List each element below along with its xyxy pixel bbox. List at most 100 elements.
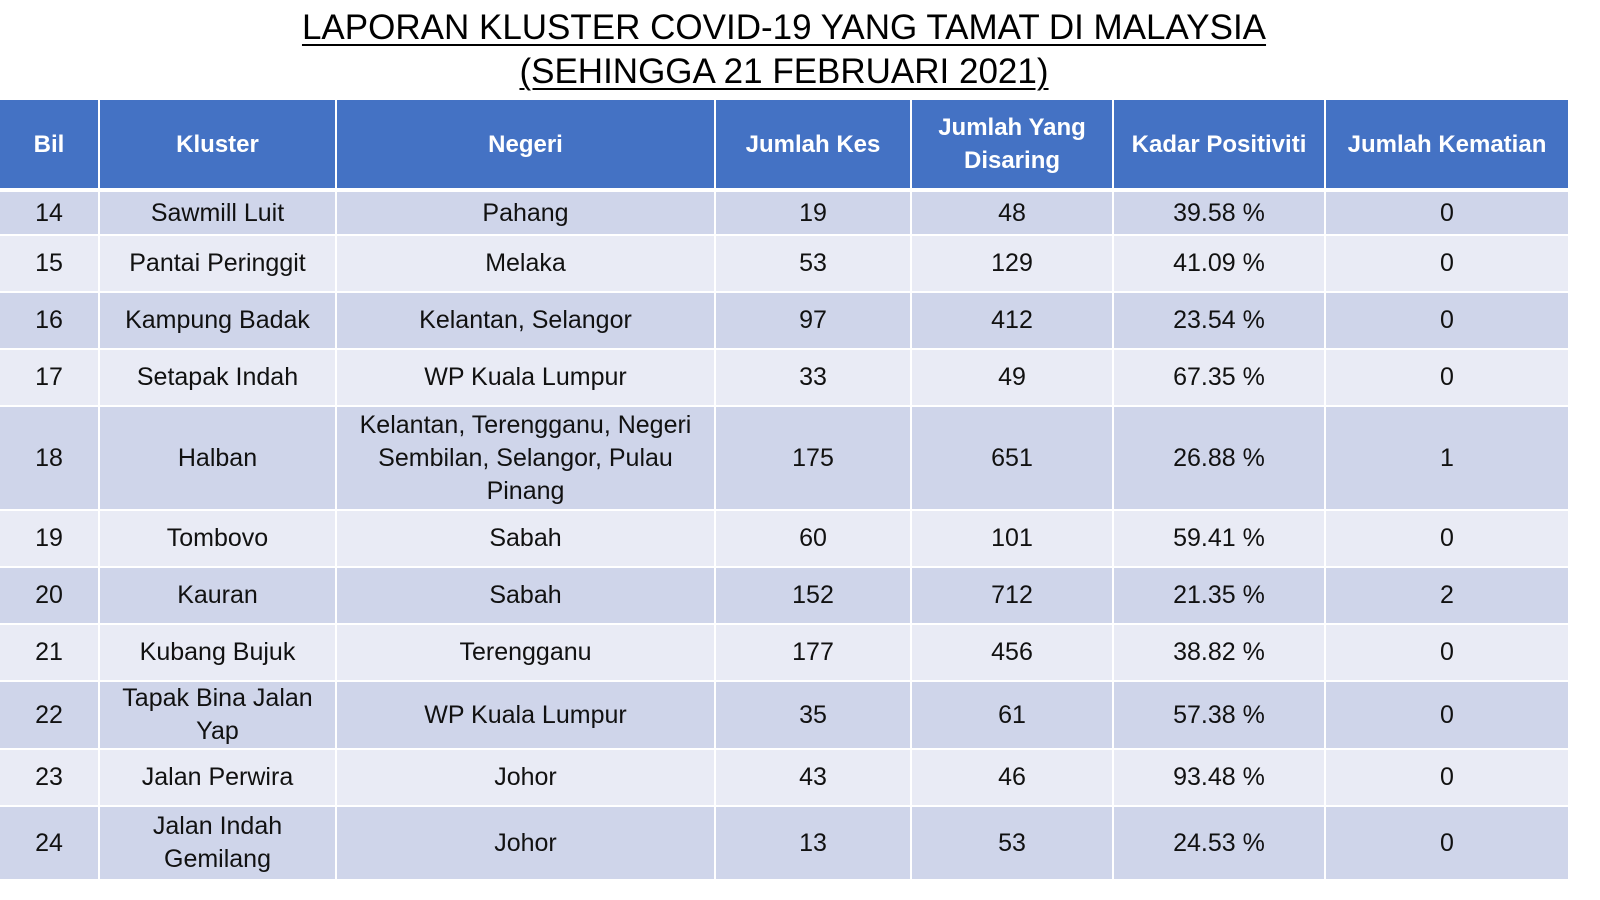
cell-kadar-positiviti: 59.41 %	[1113, 510, 1326, 568]
table-row: 14 Sawmill Luit Pahang 19 48 39.58 % 0	[0, 190, 1568, 236]
cell-jumlah-kematian: 0	[1325, 190, 1568, 236]
cell-kadar-positiviti: 39.58 %	[1113, 190, 1326, 236]
cell-kadar-positiviti: 21.35 %	[1113, 567, 1326, 625]
cell-bil: 24	[0, 806, 100, 881]
cell-bil: 16	[0, 292, 100, 350]
cell-kadar-positiviti: 67.35 %	[1113, 349, 1326, 407]
column-header-negeri: Negeri	[336, 100, 716, 192]
cell-negeri: WP Kuala Lumpur	[336, 349, 716, 407]
cell-kadar-positiviti: 93.48 %	[1113, 749, 1326, 807]
cell-jumlah-kematian: 2	[1325, 567, 1568, 625]
cell-negeri: Kelantan, Terengganu, Negeri Sembilan, S…	[336, 406, 716, 511]
cell-jumlah-kematian: 0	[1325, 349, 1568, 407]
cell-negeri: Terengganu	[336, 624, 716, 682]
cell-kluster: Jalan Indah Gemilang	[99, 806, 337, 881]
cell-jumlah-kes: 19	[715, 190, 912, 236]
cell-bil: 19	[0, 510, 100, 568]
cell-negeri: Melaka	[336, 235, 716, 293]
cell-negeri: Pahang	[336, 190, 716, 236]
cell-bil: 20	[0, 567, 100, 625]
cell-jumlah-kematian: 0	[1325, 749, 1568, 807]
cell-jumlah-disaring: 651	[911, 406, 1114, 511]
cell-negeri: Johor	[336, 806, 716, 881]
cell-kluster: Sawmill Luit	[99, 190, 337, 236]
cell-bil: 17	[0, 349, 100, 407]
cell-jumlah-kematian: 0	[1325, 806, 1568, 881]
cell-bil: 21	[0, 624, 100, 682]
cell-kluster: Kampung Badak	[99, 292, 337, 350]
table-row: 21 Kubang Bujuk Terengganu 177 456 38.82…	[0, 624, 1568, 682]
cell-jumlah-kematian: 0	[1325, 681, 1568, 750]
cell-bil: 23	[0, 749, 100, 807]
cell-jumlah-kes: 152	[715, 567, 912, 625]
report-title: LAPORAN KLUSTER COVID-19 YANG TAMAT DI M…	[0, 6, 1568, 94]
cell-jumlah-kes: 13	[715, 806, 912, 881]
cell-jumlah-kes: 43	[715, 749, 912, 807]
cell-jumlah-disaring: 61	[911, 681, 1114, 750]
cell-negeri: WP Kuala Lumpur	[336, 681, 716, 750]
cell-jumlah-disaring: 53	[911, 806, 1114, 881]
cell-jumlah-disaring: 49	[911, 349, 1114, 407]
column-header-jumlah-kes: Jumlah Kes	[715, 100, 912, 192]
cell-kluster: Setapak Indah	[99, 349, 337, 407]
cell-kadar-positiviti: 23.54 %	[1113, 292, 1326, 350]
cell-kluster: Halban	[99, 406, 337, 511]
cell-jumlah-kes: 97	[715, 292, 912, 350]
cell-jumlah-disaring: 101	[911, 510, 1114, 568]
cell-kluster: Tapak Bina Jalan Yap	[99, 681, 337, 750]
cell-negeri: Kelantan, Selangor	[336, 292, 716, 350]
cell-kluster: Pantai Peringgit	[99, 235, 337, 293]
column-header-jumlah-disaring: Jumlah Yang Disaring	[911, 100, 1114, 192]
cell-bil: 18	[0, 406, 100, 511]
table-row: 15 Pantai Peringgit Melaka 53 129 41.09 …	[0, 235, 1568, 293]
cell-negeri: Johor	[336, 749, 716, 807]
cell-bil: 14	[0, 190, 100, 236]
table-row: 17 Setapak Indah WP Kuala Lumpur 33 49 6…	[0, 349, 1568, 407]
table-row: 18 Halban Kelantan, Terengganu, Negeri S…	[0, 406, 1568, 511]
cell-jumlah-kematian: 0	[1325, 510, 1568, 568]
cell-jumlah-kes: 177	[715, 624, 912, 682]
table-row: 19 Tombovo Sabah 60 101 59.41 % 0	[0, 510, 1568, 568]
cell-kadar-positiviti: 38.82 %	[1113, 624, 1326, 682]
cell-bil: 15	[0, 235, 100, 293]
cell-kluster: Jalan Perwira	[99, 749, 337, 807]
table-row: 24 Jalan Indah Gemilang Johor 13 53 24.5…	[0, 806, 1568, 881]
column-header-kluster: Kluster	[99, 100, 337, 192]
cell-jumlah-disaring: 412	[911, 292, 1114, 350]
column-header-jumlah-kematian: Jumlah Kematian	[1325, 100, 1568, 192]
cell-jumlah-kematian: 0	[1325, 235, 1568, 293]
cell-negeri: Sabah	[336, 567, 716, 625]
cell-jumlah-kes: 53	[715, 235, 912, 293]
cell-jumlah-disaring: 46	[911, 749, 1114, 807]
cell-jumlah-disaring: 48	[911, 190, 1114, 236]
cell-kadar-positiviti: 24.53 %	[1113, 806, 1326, 881]
cell-jumlah-kes: 60	[715, 510, 912, 568]
table-row: 23 Jalan Perwira Johor 43 46 93.48 % 0	[0, 749, 1568, 807]
column-header-kadar-positiviti: Kadar Positiviti	[1113, 100, 1326, 192]
cell-jumlah-kematian: 1	[1325, 406, 1568, 511]
cell-jumlah-kes: 175	[715, 406, 912, 511]
column-header-bil: Bil	[0, 100, 100, 192]
cell-jumlah-kematian: 0	[1325, 624, 1568, 682]
cell-jumlah-disaring: 712	[911, 567, 1114, 625]
table-row: 16 Kampung Badak Kelantan, Selangor 97 4…	[0, 292, 1568, 350]
cell-kadar-positiviti: 41.09 %	[1113, 235, 1326, 293]
cell-jumlah-disaring: 456	[911, 624, 1114, 682]
cell-kluster: Tombovo	[99, 510, 337, 568]
cell-jumlah-kes: 33	[715, 349, 912, 407]
cell-bil: 22	[0, 681, 100, 750]
report-title-line-1: LAPORAN KLUSTER COVID-19 YANG TAMAT DI M…	[0, 6, 1568, 50]
report-title-line-2: (SEHINGGA 21 FEBRUARI 2021)	[0, 50, 1568, 94]
table-row: 22 Tapak Bina Jalan Yap WP Kuala Lumpur …	[0, 681, 1568, 750]
report-title-text-2: (SEHINGGA 21 FEBRUARI 2021)	[519, 52, 1049, 91]
table-header-row: Bil Kluster Negeri Jumlah Kes Jumlah Yan…	[0, 100, 1568, 192]
cell-kadar-positiviti: 26.88 %	[1113, 406, 1326, 511]
cell-jumlah-disaring: 129	[911, 235, 1114, 293]
cell-jumlah-kematian: 0	[1325, 292, 1568, 350]
cell-jumlah-kes: 35	[715, 681, 912, 750]
cell-kadar-positiviti: 57.38 %	[1113, 681, 1326, 750]
report-title-text-1: LAPORAN KLUSTER COVID-19 YANG TAMAT DI M…	[301, 8, 1267, 47]
cluster-table: Bil Kluster Negeri Jumlah Kes Jumlah Yan…	[0, 100, 1568, 881]
table-row: 20 Kauran Sabah 152 712 21.35 % 2	[0, 567, 1568, 625]
cell-kluster: Kubang Bujuk	[99, 624, 337, 682]
